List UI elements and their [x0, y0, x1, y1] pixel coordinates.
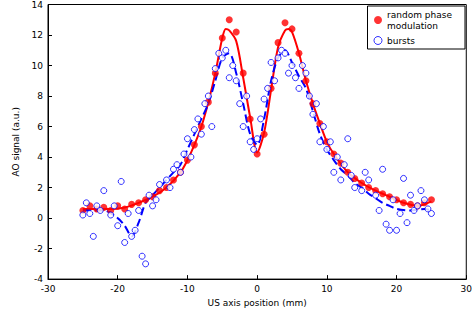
svg-text:-2: -2 [34, 244, 43, 254]
svg-text:-30: -30 [41, 284, 56, 294]
svg-text:2: 2 [37, 183, 43, 193]
svg-text:0: 0 [254, 284, 260, 294]
svg-text:10: 10 [32, 61, 44, 71]
svg-text:6: 6 [37, 122, 43, 132]
svg-text:14: 14 [32, 0, 44, 10]
svg-text:8: 8 [37, 91, 43, 101]
svg-text:30: 30 [461, 284, 473, 294]
svg-text:4: 4 [37, 152, 43, 162]
svg-text:modulation: modulation [387, 21, 438, 31]
svg-text:12: 12 [32, 30, 43, 40]
svg-text:AO signal (a.u.): AO signal (a.u.) [11, 107, 21, 176]
svg-text:random phase: random phase [387, 10, 455, 20]
svg-text:10: 10 [321, 284, 333, 294]
svg-text:0: 0 [37, 213, 43, 223]
svg-text:bursts: bursts [387, 36, 415, 46]
svg-text:-4: -4 [34, 274, 43, 284]
svg-text:US axis position (mm): US axis position (mm) [208, 298, 307, 308]
svg-text:-20: -20 [110, 284, 125, 294]
svg-text:-10: -10 [180, 284, 195, 294]
svg-text:20: 20 [391, 284, 403, 294]
